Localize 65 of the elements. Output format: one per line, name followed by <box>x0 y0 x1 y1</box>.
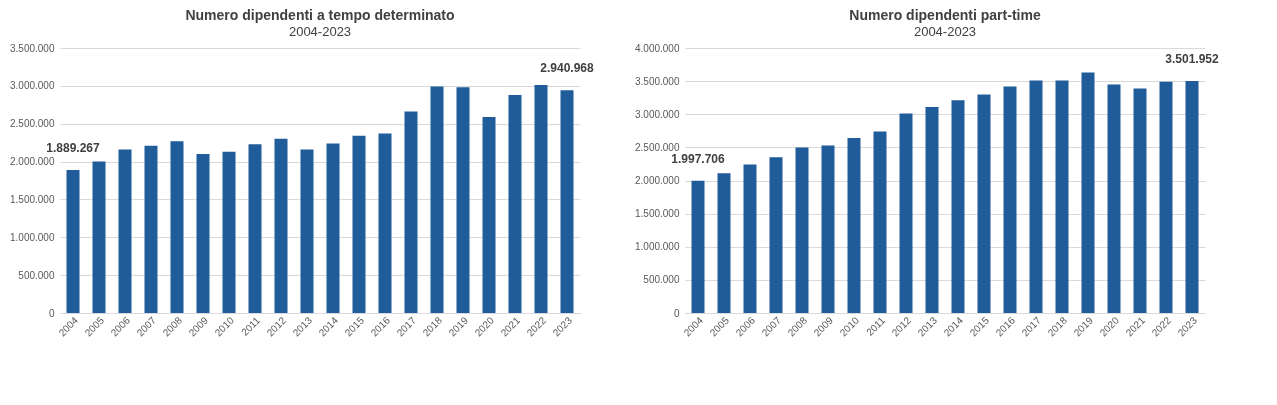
bar <box>1029 80 1043 313</box>
bar <box>404 111 418 313</box>
bar <box>196 154 210 313</box>
bar <box>222 151 236 313</box>
bar <box>951 100 965 313</box>
y-tick-label: 1.500.000 <box>635 208 680 220</box>
data-label: 2.940.968 <box>540 61 595 76</box>
bar <box>352 135 366 313</box>
bar <box>795 147 809 313</box>
bar <box>769 157 783 313</box>
bar <box>1055 80 1069 313</box>
bar <box>300 149 314 313</box>
bar <box>560 90 574 313</box>
y-tick-label: 3.000.000 <box>635 108 680 120</box>
y-tick-label: 2.000.000 <box>635 175 680 186</box>
bar <box>717 173 731 313</box>
data-label: 1.997.706 <box>671 151 726 166</box>
bar <box>847 138 861 313</box>
data-label: 1.889.267 <box>46 140 101 155</box>
y-tick-label: 3.000.000 <box>10 80 55 92</box>
bar <box>534 85 548 313</box>
bar <box>430 86 444 313</box>
y-tick-label: 0 <box>48 307 55 319</box>
bar <box>1185 81 1199 313</box>
bar <box>691 180 705 313</box>
y-tick-label: 0 <box>673 307 680 319</box>
bar <box>743 164 757 313</box>
bar <box>92 161 106 313</box>
bar <box>248 144 262 313</box>
bar <box>326 143 340 313</box>
y-tick-label: 3.500.000 <box>10 42 55 54</box>
y-tick-label: 1.500.000 <box>10 193 55 205</box>
bar <box>118 149 132 313</box>
bar <box>873 131 887 313</box>
chart-subtitle: 2004-2023 <box>913 24 977 39</box>
bar <box>66 169 80 313</box>
chart-title: Numero dipendenti part-time <box>849 7 1041 23</box>
chart-subtitle: 2004-2023 <box>288 24 352 39</box>
bar <box>821 145 835 313</box>
bar <box>456 87 470 313</box>
y-tick-label: 1.000.000 <box>10 231 55 243</box>
bar <box>1159 81 1173 313</box>
y-tick-label: 2.000.000 <box>10 156 55 168</box>
bar <box>144 145 158 313</box>
bar <box>170 141 184 313</box>
y-tick-label: 500.000 <box>18 269 55 281</box>
y-tick-label: 2.500.000 <box>10 118 55 130</box>
y-tick-label: 4.000.000 <box>635 42 680 54</box>
bar <box>482 116 496 313</box>
bar <box>899 113 913 313</box>
bar <box>925 106 939 313</box>
y-tick-label: 1.000.000 <box>635 241 680 253</box>
bar <box>977 94 991 313</box>
data-label: 3.501.952 <box>1165 52 1220 66</box>
y-tick-label: 3.500.000 <box>635 75 680 87</box>
bar <box>1081 72 1095 313</box>
y-tick-label: 2.500.000 <box>635 141 680 153</box>
bar <box>1107 84 1121 313</box>
bar <box>274 138 288 313</box>
y-tick-label: 500.000 <box>643 274 680 286</box>
bar <box>508 94 522 313</box>
bar <box>378 133 392 313</box>
bar <box>1003 86 1017 313</box>
bar <box>1133 88 1147 313</box>
chart-title: Numero dipendenti a tempo determinato <box>185 7 455 23</box>
